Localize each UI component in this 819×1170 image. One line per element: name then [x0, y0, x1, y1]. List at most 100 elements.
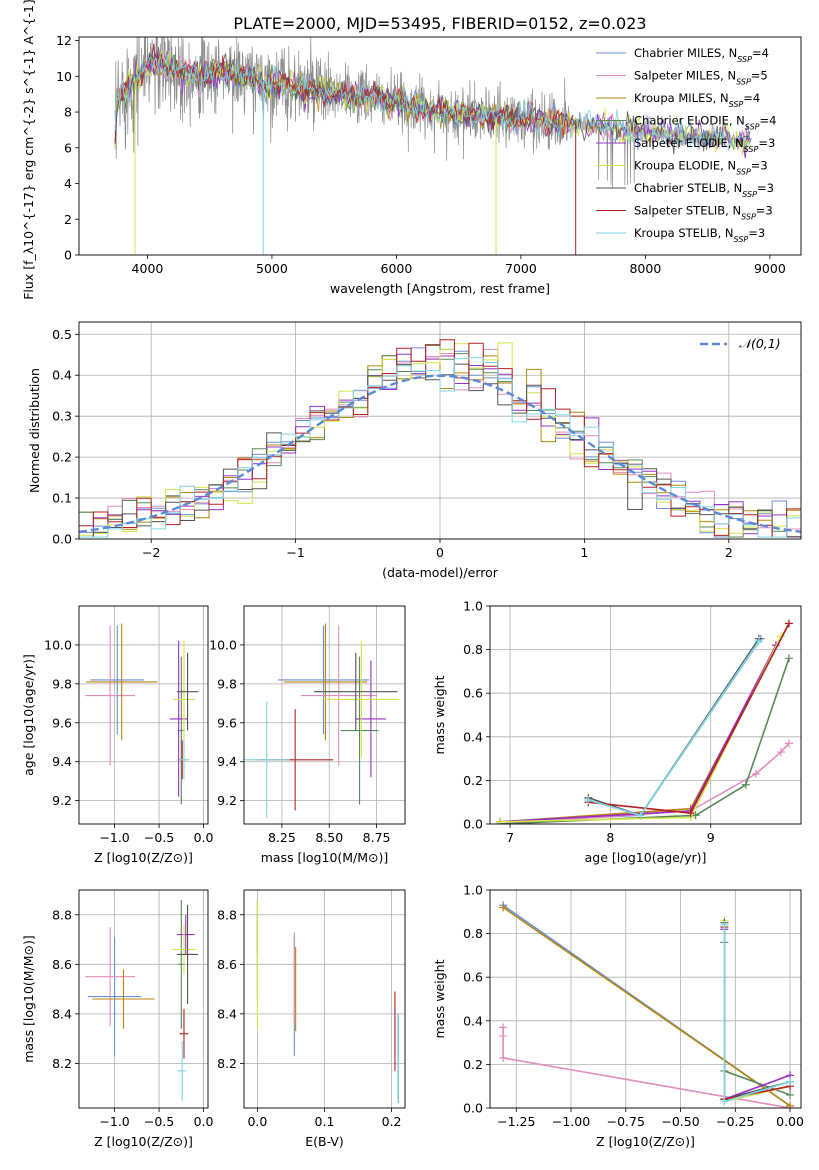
x-tick-label: 5000 — [256, 261, 288, 276]
y-tick-label: 9.4 — [217, 754, 237, 769]
x-tick-label: 7000 — [505, 261, 537, 276]
y-axis-label: Normed distribution — [27, 368, 42, 493]
errorbar-point-6 — [176, 904, 199, 1004]
panel-weight_vs_age: 7 8 9 0.0 0.2 0.4 0.6 0.8 1.0 age [log10(age/yr)]… — [432, 599, 802, 865]
legend-label: Chabrier STELIB, NSSP=3 — [634, 181, 774, 199]
x-axis-label: Z [log10(Z/Z⊙)] — [596, 1134, 695, 1149]
y-tick-label: 1.0 — [463, 599, 483, 614]
axes-frame — [489, 605, 802, 825]
x-axis-label: age [log10(age/yr)] — [585, 850, 707, 865]
weight-line-1 — [502, 1027, 791, 1108]
x-tick-label: −2 — [142, 545, 160, 560]
weight-line-5 — [499, 636, 782, 823]
x-tick-label: −1.0 — [99, 1114, 129, 1129]
y-tick-label: 0.0 — [463, 1101, 483, 1116]
weight-marker — [751, 769, 760, 778]
errorbar-point-5 — [173, 641, 195, 758]
y-tick-label: 8.6 — [52, 957, 72, 972]
errorbar-point-5 — [323, 641, 400, 758]
y-tick-label: 0.6 — [463, 686, 483, 701]
normal-curve — [79, 374, 801, 533]
y-tick-label: 0.4 — [52, 368, 72, 383]
weight-marker — [786, 1090, 795, 1099]
errorbar-point-2 — [283, 623, 368, 741]
errorbar-point-5 — [171, 924, 197, 975]
y-axis-label: age [log10(age/yr)] — [21, 654, 36, 776]
weight-marker — [776, 748, 785, 757]
x-axis-label: wavelength [Angstrom, rest frame] — [330, 281, 550, 296]
errorbar-point-4 — [176, 914, 195, 955]
y-tick-label: 0.2 — [463, 1057, 483, 1072]
errorbar-point-8 — [177, 1041, 187, 1101]
panel-age_vs_mass: 8.25 8.50 8.75 9.2 9.4 9.6 9.8 10.0 mass [log10(… — [209, 605, 406, 865]
legend: Chabrier MILES, NSSP=4 Salpeter MILES, NS… — [596, 46, 776, 244]
legend: 𝒩(0,1) — [700, 336, 781, 351]
y-tick-label: 6 — [64, 140, 72, 155]
y-tick-label: 9.8 — [52, 676, 72, 691]
errorbar-point-2 — [86, 623, 158, 741]
y-tick-label: 9.4 — [52, 754, 72, 769]
y-tick-label: 0.2 — [463, 773, 483, 788]
x-tick-label: 0.1 — [315, 1114, 335, 1129]
errorbar-point-8 — [244, 701, 290, 819]
y-tick-label: 9.2 — [217, 793, 237, 808]
weight-line-2 — [502, 906, 791, 1107]
axes-frame — [489, 889, 802, 1109]
errorbar-point-4 — [169, 641, 188, 797]
x-tick-label: −0.75 — [607, 1114, 645, 1129]
legend-label: Kroupa ELODIE, NSSP=3 — [634, 159, 768, 177]
axes-frame — [78, 889, 209, 1109]
x-tick-label: 0.00 — [776, 1114, 804, 1129]
x-tick-label: 0 — [436, 545, 444, 560]
x-axis-label: (data-model)/error — [382, 565, 499, 580]
legend-label: Kroupa STELIB, NSSP=3 — [634, 226, 765, 244]
y-tick-label: 0.0 — [52, 532, 72, 547]
plot-area — [256, 899, 399, 1104]
errorbar-point-6 — [314, 652, 398, 731]
figure-title: PLATE=2000, MJD=53495, FIBERID=0152, z=0… — [233, 14, 646, 33]
y-tick-label: 8.2 — [52, 1056, 72, 1071]
y-tick-label: 0.2 — [52, 450, 72, 465]
x-axis-label: Z [log10(Z/Z⊙)] — [94, 1134, 193, 1149]
y-tick-label: 9.6 — [52, 715, 72, 730]
panel-weight_vs_Z: −1.25 −1.00 −0.75 −0.50 −0.25 0.00 0.0 0.2 0.4 0.… — [432, 883, 804, 1150]
x-tick-label: 7 — [506, 830, 514, 845]
x-tick-label: 0.0 — [194, 830, 214, 845]
errorbar-point-3 — [340, 656, 379, 805]
weight-marker — [499, 903, 508, 912]
legend-label: Salpeter STELIB, NSSP=3 — [634, 204, 773, 222]
x-tick-label: 8 — [606, 830, 614, 845]
x-tick-label: −0.5 — [144, 830, 174, 845]
y-tick-label: 2 — [64, 212, 72, 227]
weight-marker — [691, 811, 700, 820]
weight-marker — [720, 1097, 729, 1106]
weight-line-3 — [723, 942, 791, 1096]
weight-marker — [499, 1053, 508, 1062]
model-spectrum-8 — [114, 54, 751, 151]
plot-area — [496, 619, 793, 824]
errorbar-point-1 — [85, 625, 136, 766]
histogram-5 — [79, 342, 801, 536]
plot-area — [85, 623, 199, 805]
y-tick-label: 8.6 — [217, 957, 237, 972]
histogram-7 — [79, 339, 801, 538]
x-tick-label: 4000 — [132, 261, 164, 276]
x-tick-label: −0.25 — [716, 1114, 754, 1129]
x-tick-label: 8000 — [629, 261, 661, 276]
panel-age_vs_Z: −1.0 −0.5 0.0 9.2 9.4 9.6 9.8 10.0 Z [log10(Z/Z⊙… — [21, 605, 214, 865]
plot-area — [114, 37, 752, 255]
y-tick-label: 0.3 — [52, 409, 72, 424]
panel-spectrum: 4000 5000 6000 7000 8000 9000 0 2 4 6 8 10 12 wavelen… — [21, 0, 802, 300]
errorbar-point-4 — [355, 660, 387, 778]
x-tick-label: −0.5 — [144, 1114, 174, 1129]
weight-line-2 — [499, 623, 790, 823]
x-tick-label: 8.25 — [268, 830, 296, 845]
weight-marker — [786, 1077, 795, 1086]
x-tick-label: 0.2 — [382, 1114, 402, 1129]
legend-label: Salpeter MILES, NSSP=5 — [634, 69, 768, 87]
weight-marker — [754, 636, 763, 645]
weight-line-7 — [588, 623, 790, 814]
errorbar-point-1 — [85, 927, 136, 1027]
panel-residuals: −2 −1 0 1 2 0.0 0.1 0.2 0.3 0.4 0.5 (data-model)/er… — [27, 321, 802, 580]
